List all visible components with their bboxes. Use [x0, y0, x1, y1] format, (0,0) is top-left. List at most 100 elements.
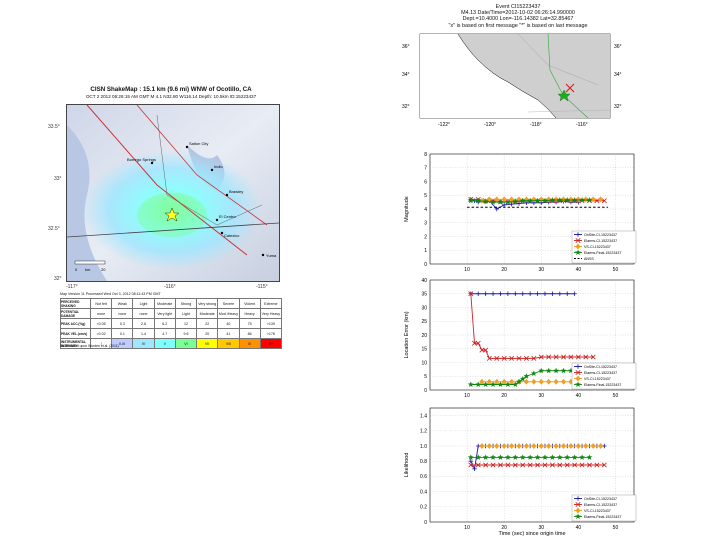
x-tick-label: 20	[501, 267, 507, 273]
intensity-row-label: PERCEIVED SHAKING	[60, 298, 91, 309]
data-point	[564, 196, 571, 203]
data-point	[553, 378, 559, 385]
data-point	[575, 354, 581, 360]
y-tick-label: 6	[424, 179, 427, 185]
data-point	[519, 375, 526, 382]
data-point	[572, 291, 577, 296]
series	[479, 442, 604, 450]
data-point	[549, 462, 555, 468]
data-point	[483, 347, 489, 353]
data-point	[553, 354, 559, 360]
data-point	[504, 454, 511, 460]
intensity-cell: 6.2	[153, 318, 176, 329]
y-tick-label: 1.0	[420, 444, 427, 450]
x-tick-label: 50	[613, 525, 619, 531]
data-point	[523, 442, 530, 450]
x-tick-label: 30	[538, 267, 544, 273]
data-point	[512, 454, 519, 460]
place-label: Borrego Springs	[127, 157, 156, 162]
data-point	[557, 462, 563, 468]
region-lat-tick: 36°	[614, 44, 622, 50]
intensity-table-row: INSTRUMENTAL INTENSITY I II-III IV V VI VII VII…	[60, 338, 283, 349]
data-point	[560, 367, 567, 374]
y-tick-label: 1.4	[420, 413, 427, 419]
data-point	[534, 197, 541, 204]
data-point	[494, 206, 499, 212]
sm-lat-tick: 33.5°	[48, 124, 60, 130]
data-point	[598, 196, 604, 203]
y-tick-label: 5	[424, 374, 427, 380]
intensity-table-row: POTENTIAL DAMAGE none none none Very light Li…	[60, 308, 283, 319]
scale-max: 20	[101, 267, 106, 272]
intensity-cell: Heavy	[238, 308, 261, 319]
legend-label: OnSite-CI-15223437	[584, 233, 617, 237]
region-title-line: Dept.=10.4000 Lon=-116.14382 Lat=32.8546…	[462, 16, 574, 23]
data-point	[504, 199, 511, 205]
magnitude-chart: 10 20 30 40 50 0 1 2 3 4 5 6 7 8 Magnitude OnSite-CI-15…	[404, 152, 637, 273]
x-tick-label: 40	[576, 393, 582, 399]
x-tick-label: 10	[464, 525, 470, 531]
y-tick-label: 0.8	[420, 459, 427, 465]
intensity-cell: 9.6	[174, 328, 198, 339]
sm-lon-tick: -117°	[66, 284, 78, 290]
data-point	[538, 442, 544, 450]
data-point	[523, 378, 530, 385]
intensity-row-label: PEAK ACC.(%g)	[60, 318, 91, 329]
data-point	[549, 196, 556, 203]
y-tick-label: 2	[424, 234, 427, 240]
data-point	[482, 381, 489, 387]
legend-label: ANSS	[584, 257, 594, 261]
data-point	[535, 462, 541, 468]
data-point	[601, 462, 607, 468]
data-point	[467, 197, 474, 204]
series	[467, 196, 593, 205]
data-point	[468, 459, 473, 464]
data-point	[583, 196, 589, 203]
likelihood-chart: 10 20 30 40 50 0 0.2 0.4 0.6 0.8 1.0 1.2 1.4 Likeliho…	[404, 407, 637, 536]
data-point	[575, 502, 581, 507]
y-tick-label: 7	[424, 166, 427, 172]
data-point	[516, 355, 522, 361]
intensity-cell: <0.05	[89, 318, 113, 329]
legend-label: Elarms-Final-15223437	[584, 251, 621, 255]
intensity-cell: Strong	[174, 298, 198, 309]
data-point	[512, 198, 519, 204]
data-point	[545, 367, 552, 374]
y-tick-label: 4	[424, 207, 427, 213]
data-point	[523, 373, 530, 379]
y-tick-label: 20	[421, 333, 427, 339]
data-point	[571, 454, 578, 460]
data-point	[575, 370, 581, 375]
intensity-cell: 0.1	[111, 328, 134, 339]
data-point	[482, 454, 489, 460]
data-point	[575, 232, 581, 237]
intensity-cell: Light	[174, 308, 198, 319]
intensity-cell: Not felt	[89, 298, 113, 309]
legend-label: Elarms-Final-15223437	[584, 383, 621, 387]
region-lat-tick: 32°	[402, 104, 410, 110]
data-point	[505, 462, 511, 468]
intensity-cell: Light	[132, 298, 155, 309]
y-axis-label: Likelihood	[404, 453, 410, 478]
data-point	[583, 354, 589, 360]
region-lon-tick: -118°	[530, 122, 542, 128]
legend-box	[571, 362, 637, 390]
intensity-cell: 2.8	[132, 318, 155, 329]
region-lat-tick: 34°	[402, 72, 410, 78]
data-point	[590, 196, 596, 203]
y-tick-label: 35	[421, 292, 427, 298]
data-point	[497, 462, 503, 468]
data-point	[546, 196, 552, 203]
data-point	[509, 355, 515, 361]
data-point	[475, 381, 482, 387]
intensity-row-label: PEAK VEL.(cm/s)	[60, 328, 91, 339]
x-tick-label: 20	[501, 393, 507, 399]
data-point	[482, 198, 489, 204]
data-point	[575, 243, 581, 250]
data-point	[512, 462, 518, 468]
data-point	[501, 355, 507, 361]
data-point	[516, 378, 522, 385]
data-point	[527, 291, 533, 296]
data-point	[519, 454, 526, 460]
legend-label: Elarms-Final-15223437	[584, 515, 621, 519]
